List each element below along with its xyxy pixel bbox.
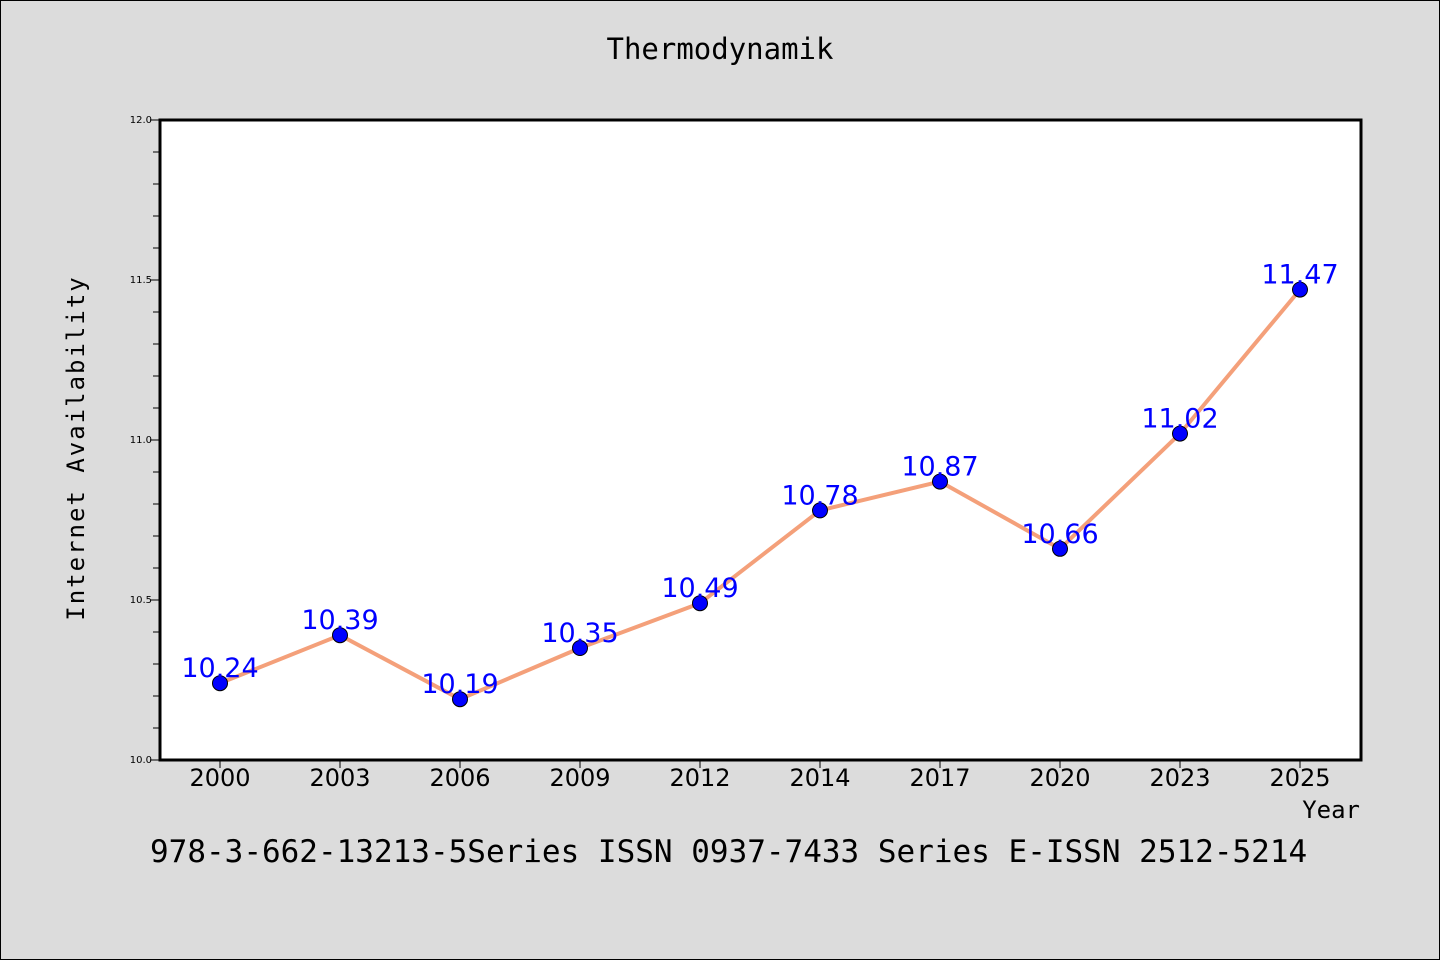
data-point [572,640,588,656]
data-label: 10.19 [421,669,498,700]
data-point [1052,540,1068,557]
data-point [692,595,708,612]
data-point [452,691,468,708]
plot-area [158,118,1363,762]
y-tick-label: 10.0 [130,755,152,766]
data-label: 11.47 [1261,260,1338,291]
data-label: 10.66 [1021,519,1098,550]
y-axis-ticks: 10.0 10.5 11.0 11.5 12.0 [130,115,160,766]
y-tick-label: 10.5 [130,595,152,606]
x-tick-label: 2000 [189,764,250,792]
x-tick-label: 2014 [789,764,850,792]
y-tick-label: 12.0 [130,115,152,126]
x-tick-label: 2009 [549,764,610,792]
series-markers [212,281,1308,708]
x-tick-label: 2017 [909,764,970,792]
x-axis-label: Year [1302,796,1360,824]
footer-isbn-text: 978-3-662-13213-5Series ISSN 0937-7433 S… [150,834,1308,870]
x-tick-label: 2025 [1269,764,1330,792]
x-tick-label: 2003 [309,764,370,792]
y-tick-label: 11.5 [130,275,152,286]
x-tick-label: 2012 [669,764,730,792]
data-label: 10.35 [541,618,618,649]
x-axis-ticks: 2000 2003 2006 2009 2012 2014 2017 2020 2023 2025 [189,760,1331,792]
chart-title: Thermodynamik [606,32,834,66]
x-tick-label: 2023 [1149,764,1210,792]
x-tick-label: 2006 [429,764,490,792]
data-label: 11.02 [1141,404,1218,435]
data-label: 10.87 [901,452,978,483]
data-label: 10.49 [661,573,738,604]
data-point [812,502,828,519]
data-label: 10.78 [781,480,858,511]
data-point [1292,281,1308,298]
data-labels: 10.24 10.39 10.19 10.35 10.49 10.78 10.87 10.66… [181,260,1338,701]
data-point [212,675,228,692]
data-point [932,473,948,490]
x-tick-label: 2020 [1029,764,1090,792]
series-line [219,288,1302,702]
data-label: 10.39 [301,605,378,636]
data-point [1172,425,1188,442]
data-point [332,627,348,644]
y-tick-label: 11.0 [130,435,152,446]
data-label: 10.24 [181,653,258,684]
